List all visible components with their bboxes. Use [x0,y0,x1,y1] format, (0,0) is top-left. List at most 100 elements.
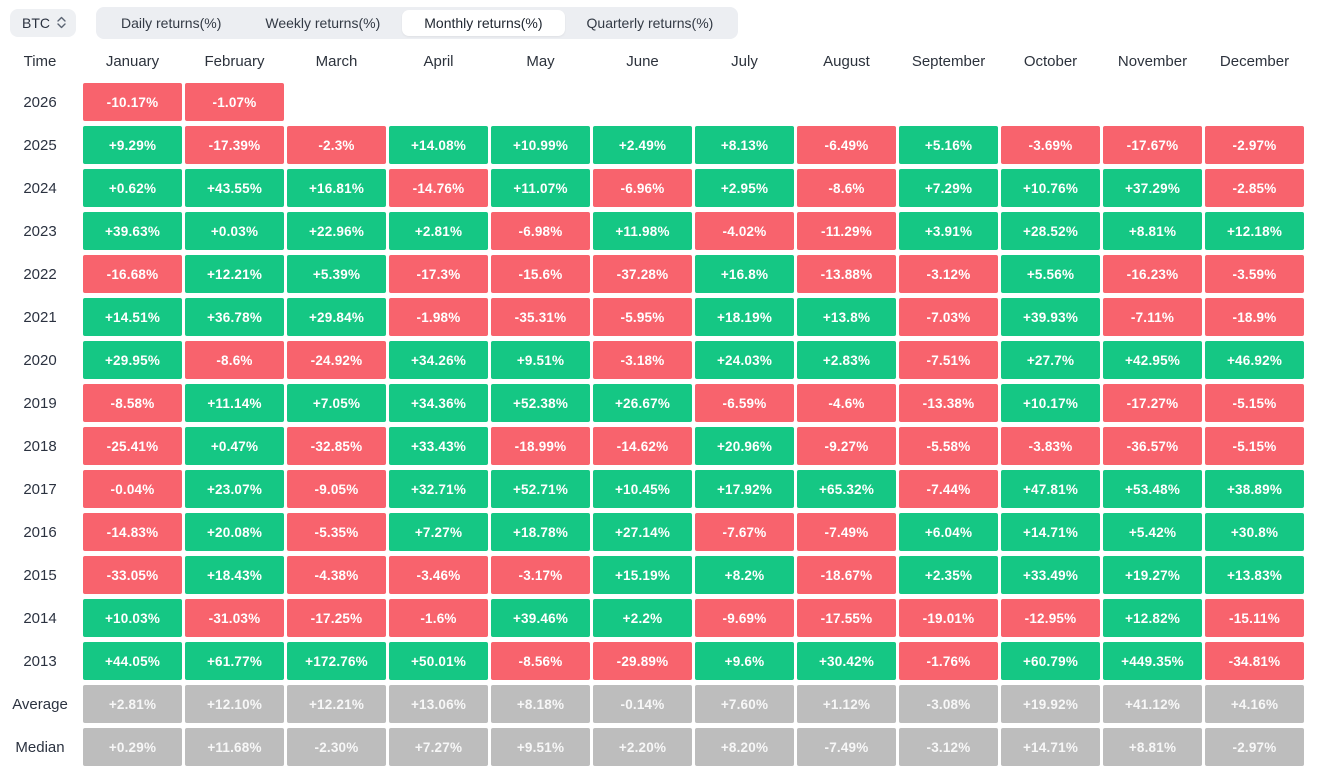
return-cell: -31.03% [185,599,284,637]
return-cell: +5.39% [287,255,386,293]
return-cell: +29.95% [83,341,182,379]
return-cell [287,83,386,121]
return-cell: +14.71% [1001,728,1100,766]
return-cell: +16.8% [695,255,794,293]
return-cell: -11.29% [797,212,896,250]
month-header-january: January [105,52,160,70]
return-cell: -17.27% [1103,384,1202,422]
return-cell: -3.83% [1001,427,1100,465]
return-cell: -5.35% [287,513,386,551]
return-cell: +36.78% [185,298,284,336]
return-cell: -33.05% [83,556,182,594]
return-cell: +15.19% [593,556,692,594]
return-cell: -3.12% [899,255,998,293]
symbol-select-label: BTC [22,14,50,31]
symbol-select[interactable]: BTC [10,8,76,37]
tab-quarterly[interactable]: Quarterly returns(%) [586,14,714,31]
return-cell: +10.17% [1001,384,1100,422]
return-cell: -1.76% [899,642,998,680]
row-label-2015: 2015 [23,566,57,584]
return-cell: +43.55% [185,169,284,207]
return-cell: +11.14% [185,384,284,422]
return-cell: +33.49% [1001,556,1100,594]
return-cell: -3.08% [899,685,998,723]
return-cell: +3.91% [899,212,998,250]
return-cell: +61.77% [185,642,284,680]
return-cell: +2.20% [593,728,692,766]
return-cell: +44.05% [83,642,182,680]
return-cell: +12.10% [185,685,284,723]
return-cell: +30.42% [797,642,896,680]
row-label-2016: 2016 [23,523,57,541]
return-cell: -14.83% [83,513,182,551]
time-column-header: Time [23,52,57,70]
tab-daily[interactable]: Daily returns(%) [121,14,222,31]
monthly-returns-table: Time January February March April May June Jul… [0,44,1304,766]
return-cell: -5.15% [1205,427,1304,465]
return-cell: +449.35% [1103,642,1202,680]
updown-chevrons-icon [57,16,66,29]
return-cell: -3.12% [899,728,998,766]
return-cell: +8.81% [1103,728,1202,766]
month-header-september: September [911,52,986,70]
return-cell: -18.67% [797,556,896,594]
row-label-2020: 2020 [23,351,57,369]
return-cell [593,83,692,121]
return-cell: +0.47% [185,427,284,465]
return-cell: -6.49% [797,126,896,164]
return-cell: -7.11% [1103,298,1202,336]
return-cell: +12.18% [1205,212,1304,250]
return-cell: -6.98% [491,212,590,250]
row-label-2019: 2019 [23,394,57,412]
return-cell: -15.11% [1205,599,1304,637]
return-cell: -36.57% [1103,427,1202,465]
return-cell: -8.56% [491,642,590,680]
row-label-2017: 2017 [23,480,57,498]
row-label-2026: 2026 [23,93,57,111]
return-cell: +10.03% [83,599,182,637]
return-cell: -18.9% [1205,298,1304,336]
return-cell: +8.81% [1103,212,1202,250]
month-header-may: May [526,52,555,70]
row-label-2014: 2014 [23,609,57,627]
return-cell: +27.14% [593,513,692,551]
return-cell: -9.05% [287,470,386,508]
return-cell: +17.92% [695,470,794,508]
returns-period-tabs: Daily returns(%) Weekly returns(%) Monthly… [96,6,739,39]
return-cell: -9.69% [695,599,794,637]
return-cell: +20.96% [695,427,794,465]
return-cell: +9.51% [491,341,590,379]
return-cell: +2.95% [695,169,794,207]
return-cell: -3.17% [491,556,590,594]
tab-weekly[interactable]: Weekly returns(%) [265,14,381,31]
return-cell: -17.67% [1103,126,1202,164]
return-cell: +11.98% [593,212,692,250]
return-cell: +53.48% [1103,470,1202,508]
return-cell: +10.76% [1001,169,1100,207]
return-cell: +41.12% [1103,685,1202,723]
return-cell: -13.88% [797,255,896,293]
return-cell: -5.15% [1205,384,1304,422]
return-cell: -29.89% [593,642,692,680]
return-cell: -17.25% [287,599,386,637]
return-cell: -13.38% [899,384,998,422]
return-cell [1103,83,1202,121]
return-cell: +0.62% [83,169,182,207]
return-cell: +34.26% [389,341,488,379]
return-cell: -1.98% [389,298,488,336]
return-cell: -25.41% [83,427,182,465]
toolbar: BTC Daily returns(%) Weekly returns(%) Mon… [0,0,1318,40]
return-cell: +2.2% [593,599,692,637]
return-cell: -24.92% [287,341,386,379]
return-cell: -15.6% [491,255,590,293]
return-cell: -12.95% [1001,599,1100,637]
month-header-november: November [1117,52,1188,70]
tab-monthly[interactable]: Monthly returns(%) [402,9,565,36]
return-cell: +12.21% [287,685,386,723]
month-header-march: March [315,52,358,70]
return-cell: -34.81% [1205,642,1304,680]
return-cell: -7.51% [899,341,998,379]
return-cell: +18.78% [491,513,590,551]
return-cell: +7.27% [389,513,488,551]
return-cell: +33.43% [389,427,488,465]
